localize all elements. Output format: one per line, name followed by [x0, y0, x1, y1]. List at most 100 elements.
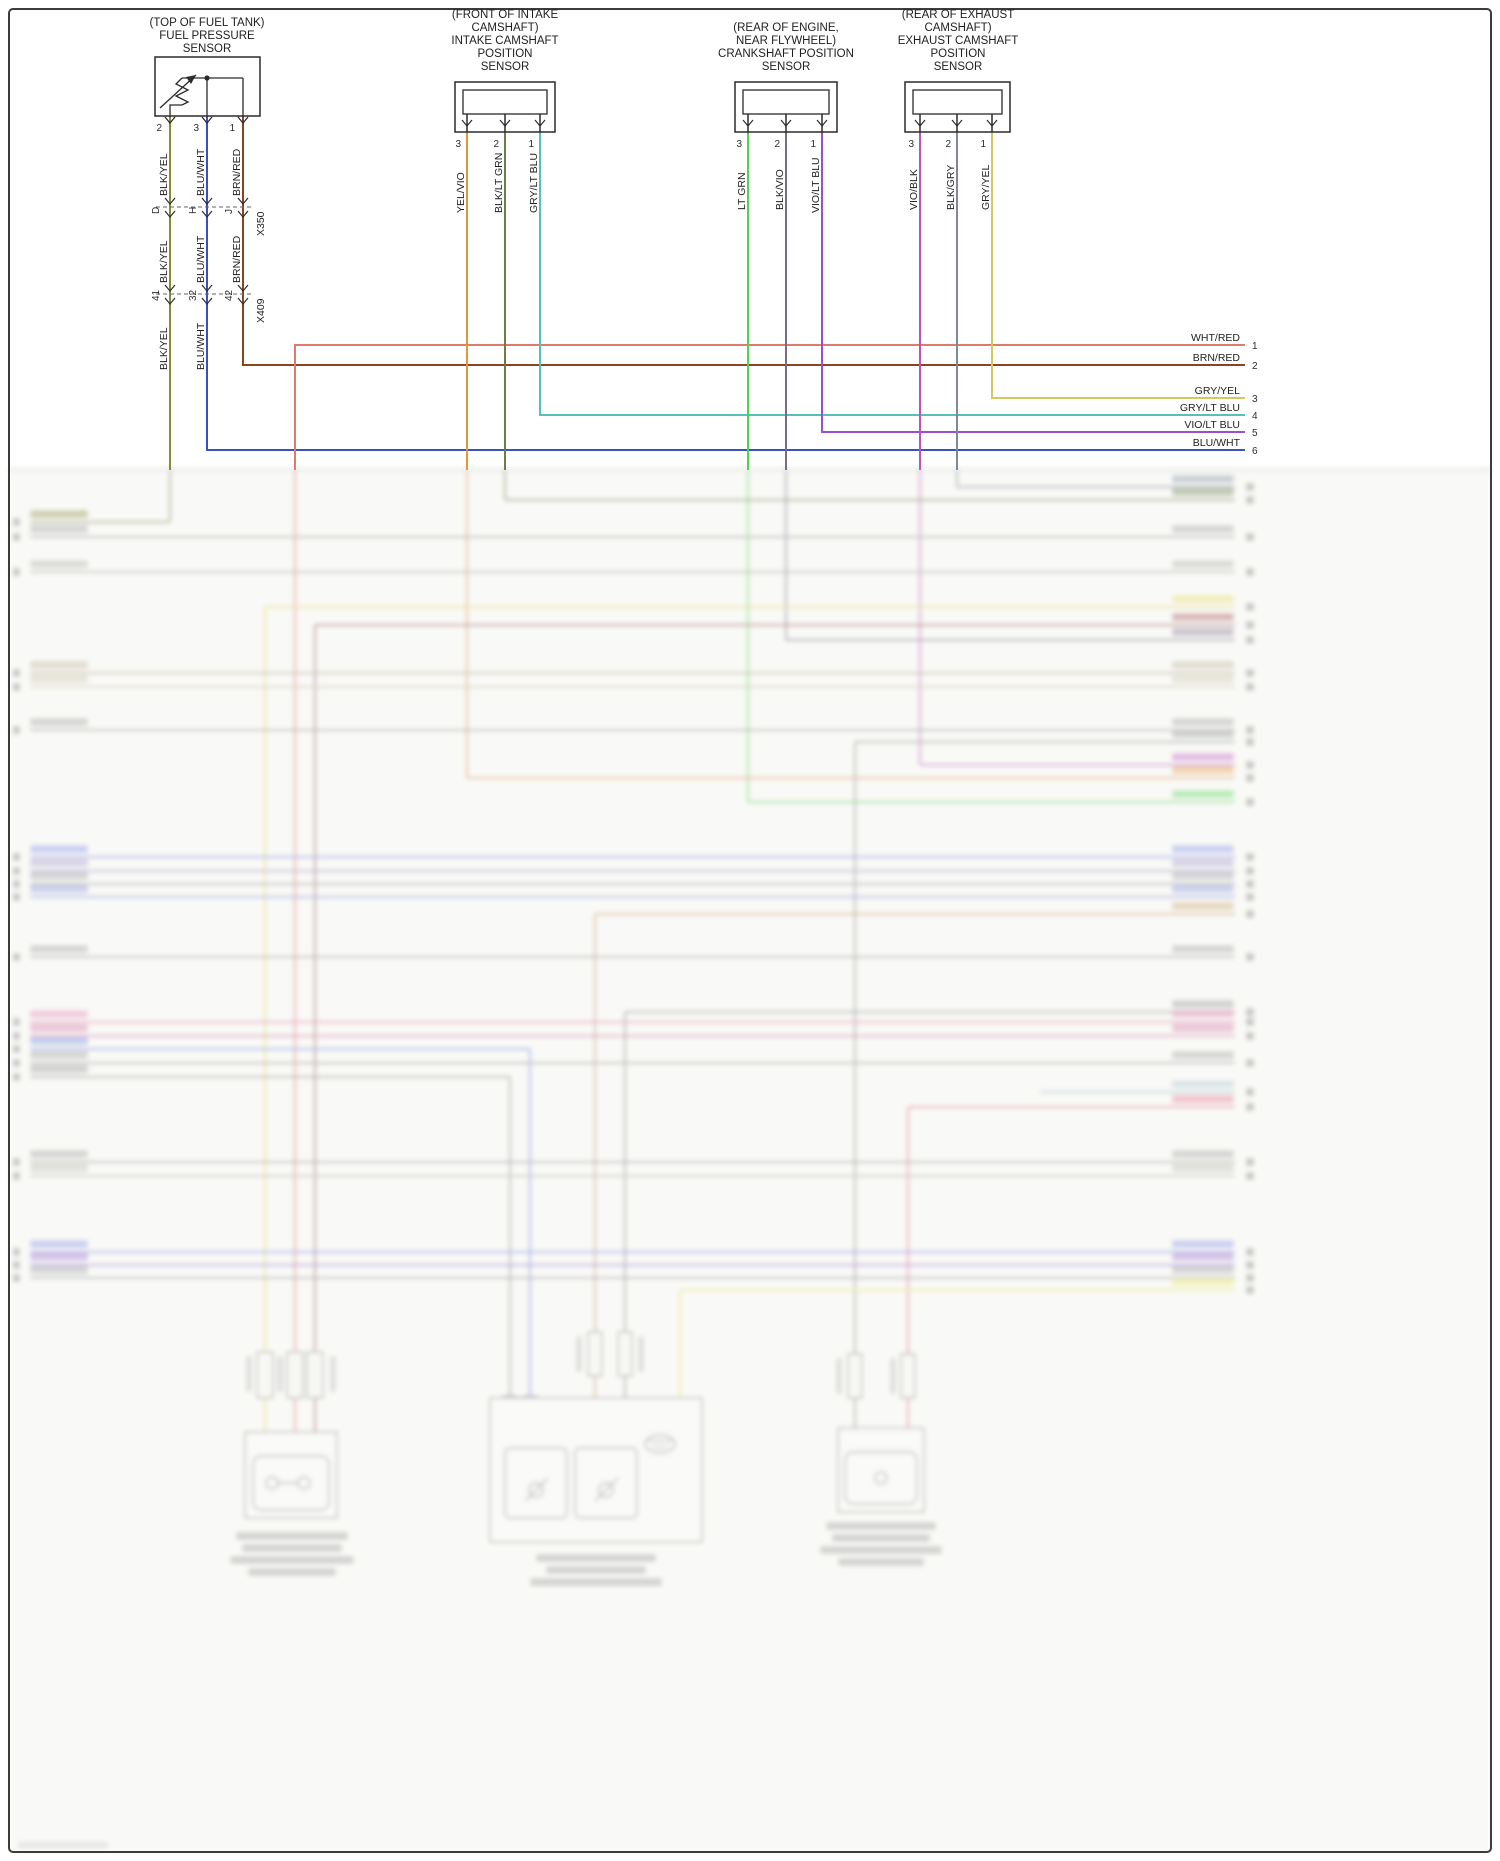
wire-label: BLK/YEL — [158, 240, 170, 283]
pin-number: 1 — [980, 139, 986, 150]
sensor-inner-connector — [742, 89, 830, 115]
pin-number: 1 — [810, 139, 816, 150]
blurred-label — [1172, 675, 1234, 683]
blurred-pin — [1246, 568, 1254, 576]
wire-gry-yel — [991, 132, 1245, 399]
blurred-connector — [256, 1351, 274, 1399]
sensor-pin-stubs — [466, 114, 541, 132]
sensor-title-line: INTAKE CAMSHAFT — [451, 35, 558, 47]
blurred-label — [1172, 945, 1234, 953]
wire-label: BLU/WHT — [195, 235, 207, 283]
pin-row: BRN/RED 2 — [1193, 352, 1258, 372]
blurred-lower-section — [9, 468, 1491, 1852]
blurred-caption — [230, 1556, 354, 1564]
blurred-label — [1172, 525, 1234, 533]
blurred-pin — [1246, 726, 1254, 734]
blur-wash-overlay — [9, 468, 1491, 1852]
blurred-label — [30, 1024, 88, 1032]
blurred-caption — [236, 1532, 348, 1540]
intake-camshaft-position-sensor: (FRONT OF INTAKE CAMSHAFT) INTAKE CAMSHA… — [451, 9, 558, 213]
pin-number: 2 — [774, 139, 780, 150]
wire-label: GRY/LT BLU — [528, 153, 540, 213]
blurred-label — [1172, 1080, 1234, 1088]
pin-number: 1 — [229, 123, 235, 134]
sensor-pin-stubs — [747, 114, 823, 132]
wire-label: LT GRN — [736, 172, 748, 210]
sensor-title-line: NEAR FLYWHEEL) — [736, 35, 836, 47]
blurred-pin — [1246, 867, 1254, 875]
blurred-label — [1172, 1150, 1234, 1158]
blurred-vertical-wires — [169, 470, 958, 1455]
blurred-pin — [13, 1032, 20, 1040]
sensor-title-line: SENSOR — [481, 61, 530, 73]
blurred-label — [30, 1051, 88, 1059]
blurred-label — [1172, 661, 1234, 669]
connector-label: X350 — [255, 211, 267, 236]
blurred-pin — [13, 1045, 20, 1053]
sensor-pin-chevrons — [164, 116, 249, 125]
blurred-label — [1172, 718, 1234, 726]
sensor-title-line: (REAR OF ENGINE, — [733, 22, 838, 34]
wire-label: GRY/YEL — [1195, 385, 1240, 397]
blurred-label — [576, 1336, 582, 1372]
blurred-pin — [1246, 1286, 1254, 1294]
blurred-label — [1172, 872, 1234, 880]
blurred-pin — [13, 726, 20, 734]
blurred-pin — [1246, 1103, 1254, 1111]
blurred-label — [1172, 1240, 1234, 1248]
blurred-label — [1172, 766, 1234, 774]
blurred-pin — [1246, 636, 1254, 644]
ground-symbol — [644, 1434, 676, 1454]
blurred-label — [1172, 1266, 1234, 1274]
sensor-title-line: SENSOR — [762, 61, 811, 73]
blurred-label — [836, 1358, 842, 1394]
wire-gry-lt-blu — [539, 132, 1245, 416]
blurred-caption — [536, 1554, 656, 1562]
pin-number: 1 — [528, 139, 534, 150]
variable-resistor-symbol — [159, 74, 244, 116]
blurred-pin — [1246, 910, 1254, 918]
wire-label: YEL/VIO — [455, 172, 467, 213]
wire-label: BRN/RED — [231, 148, 243, 196]
blurred-label — [30, 1164, 88, 1172]
sensor-pin-chevrons — [461, 119, 546, 127]
blurred-pin — [1246, 1261, 1254, 1269]
pin-row: BLU/WHT 6 — [1193, 437, 1258, 457]
blurred-label — [246, 1356, 252, 1392]
component-glyph — [528, 1482, 544, 1498]
sensor-pin-chevrons — [914, 119, 998, 127]
blurred-caption — [826, 1522, 936, 1530]
blurred-label — [30, 525, 88, 533]
blurred-label — [1172, 1278, 1234, 1286]
blurred-label — [1172, 1095, 1234, 1103]
blurred-connector — [587, 1331, 603, 1377]
component-glyph — [874, 1471, 888, 1485]
blurred-horizontal-wires — [30, 486, 1235, 1291]
blurred-pin — [1246, 853, 1254, 861]
blurred-pin — [1246, 893, 1254, 901]
connector-pin: 41 — [151, 289, 162, 301]
wire-label: WHT/RED — [1191, 332, 1240, 344]
blurred-label — [30, 661, 88, 669]
blurred-label — [890, 1358, 896, 1394]
blurred-right-labels — [1172, 475, 1254, 1294]
blurred-label — [1172, 859, 1234, 867]
connector-pin: J — [224, 209, 235, 214]
blurred-component-right — [820, 1427, 942, 1566]
crankshaft-position-sensor: (REAR OF ENGINE, NEAR FLYWHEEL) CRANKSHA… — [718, 22, 854, 213]
pin-number: 3 — [1252, 394, 1258, 405]
pin-number: 2 — [493, 139, 499, 150]
wire-label: BLK/VIO — [774, 169, 786, 210]
sensor-title-line: POSITION — [478, 48, 533, 60]
sensor-title-line: FUEL PRESSURE — [159, 30, 255, 42]
blurred-caption — [820, 1546, 942, 1554]
blurred-pin — [1246, 669, 1254, 677]
blurred-caption — [530, 1578, 662, 1586]
component-glyph — [524, 1477, 549, 1502]
blurred-label — [30, 1010, 88, 1018]
blurred-pin — [1246, 798, 1254, 806]
main-wires — [169, 116, 1245, 470]
wire-label: BRN/RED — [231, 235, 243, 283]
blurred-label — [30, 1065, 88, 1073]
sensor-pin-stubs — [919, 114, 993, 132]
